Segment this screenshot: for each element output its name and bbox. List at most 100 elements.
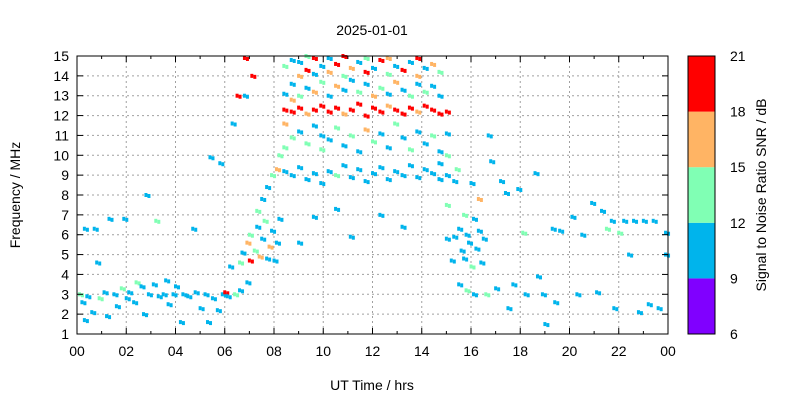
data-point (553, 227, 557, 232)
x-tick-label: 16 (463, 343, 479, 359)
data-point (304, 85, 308, 90)
x-tick-label: 10 (315, 343, 331, 359)
data-point (307, 55, 311, 59)
data-point (292, 110, 296, 115)
data-point (177, 285, 180, 290)
data-point (228, 264, 232, 269)
data-point (385, 91, 389, 96)
data-point (282, 121, 286, 126)
data-point (381, 58, 385, 63)
data-point (213, 297, 217, 302)
data-point (471, 216, 475, 221)
data-point (484, 292, 488, 297)
data-point (425, 104, 429, 109)
data-point (247, 258, 251, 263)
data-point (659, 307, 663, 312)
data-point (366, 128, 370, 133)
data-point (203, 292, 207, 297)
data-point (225, 294, 229, 299)
data-point (334, 206, 338, 211)
data-point (378, 212, 382, 217)
y-tick-label: 14 (53, 68, 69, 84)
x-tick-label: 04 (168, 343, 184, 359)
data-point (393, 79, 397, 84)
data-point (422, 141, 426, 146)
data-point (326, 55, 330, 60)
data-point (297, 73, 301, 78)
data-point (487, 293, 491, 298)
data-point (516, 187, 520, 192)
data-point (385, 145, 389, 150)
data-point (415, 129, 419, 134)
data-point (433, 84, 437, 89)
data-point (334, 61, 338, 66)
data-point (289, 109, 293, 114)
data-point (385, 55, 389, 60)
y-tick-label: 3 (61, 286, 69, 302)
data-point (297, 129, 301, 134)
data-point (341, 73, 345, 78)
data-point (536, 172, 540, 177)
data-point (289, 97, 293, 102)
data-point (403, 112, 407, 117)
data-point (440, 150, 444, 155)
data-point (622, 218, 626, 223)
data-point (465, 257, 469, 262)
data-point (538, 275, 542, 280)
data-point (410, 60, 414, 65)
colorbar-tick-label: 6 (730, 326, 738, 342)
data-point (307, 112, 311, 117)
data-point (388, 104, 392, 109)
data-point (425, 90, 429, 95)
data-point (482, 261, 486, 266)
data-point (396, 108, 400, 113)
colorbar-label: Signal to Noise Ratio SNR / dB (753, 99, 769, 292)
data-point (181, 292, 185, 297)
data-point (304, 141, 308, 146)
data-point (300, 166, 304, 171)
data-point (407, 163, 411, 168)
data-point (210, 296, 214, 301)
data-point (196, 291, 200, 296)
data-point (570, 214, 574, 219)
data-point (447, 154, 451, 159)
data-point (304, 177, 308, 182)
data-point (575, 292, 579, 297)
data-point (238, 260, 242, 265)
data-point (80, 300, 84, 305)
y-tick-label: 1 (61, 326, 69, 342)
data-point (407, 147, 411, 152)
data-point (221, 162, 225, 167)
data-point (444, 202, 448, 207)
data-point (307, 178, 311, 183)
data-point (410, 148, 414, 153)
data-point (241, 261, 245, 266)
data-point (381, 86, 385, 91)
data-point (400, 173, 404, 178)
data-point (479, 229, 483, 234)
data-point (314, 72, 318, 77)
data-point (263, 197, 267, 202)
data-point (240, 250, 244, 255)
data-point (178, 320, 182, 325)
data-point (381, 110, 385, 115)
data-point (329, 70, 333, 75)
data-point (115, 293, 119, 298)
data-point (285, 170, 289, 175)
data-point (267, 244, 271, 249)
data-point (385, 103, 389, 108)
data-point (304, 111, 308, 116)
data-point (141, 312, 145, 317)
data-point (297, 93, 301, 98)
data-point (326, 109, 330, 114)
data-point (430, 107, 434, 112)
data-point (454, 167, 458, 172)
data-point (356, 167, 360, 172)
data-point (400, 224, 404, 229)
data-point (388, 146, 392, 151)
data-point (102, 290, 106, 295)
data-point (366, 56, 370, 61)
data-point (407, 93, 411, 98)
data-point (292, 82, 296, 87)
data-point (489, 134, 493, 139)
